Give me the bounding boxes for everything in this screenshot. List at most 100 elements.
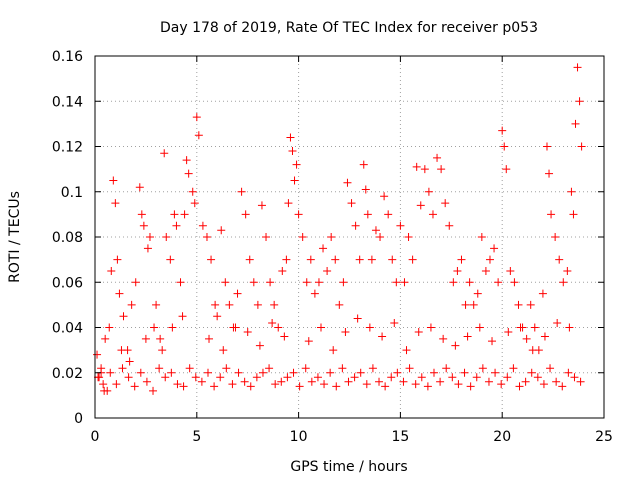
- data-point: [522, 334, 531, 343]
- data-point: [351, 221, 360, 230]
- data-point: [367, 255, 376, 264]
- data-point: [484, 377, 493, 386]
- y-axis-label: ROTI / TECUs: [7, 191, 23, 283]
- data-point: [335, 300, 344, 309]
- data-point: [286, 133, 295, 142]
- data-point: [553, 318, 562, 327]
- data-point: [338, 364, 347, 373]
- y-tick-labels: 0 0.02 0.04 0.06 0.08 0.1 0.12 0.14 0.16: [52, 49, 83, 427]
- data-point: [241, 210, 250, 219]
- data-point: [390, 318, 399, 327]
- data-point: [411, 380, 420, 389]
- data-point: [194, 131, 203, 140]
- data-point: [356, 368, 365, 377]
- data-point: [448, 373, 457, 382]
- y-tick-label: 0.12: [52, 140, 83, 156]
- data-point: [207, 255, 216, 264]
- data-point: [265, 364, 274, 373]
- data-point: [190, 199, 199, 208]
- data-point: [130, 382, 139, 391]
- y-tick-label: 0: [74, 411, 83, 427]
- data-point: [145, 233, 154, 241]
- data-point: [106, 368, 115, 377]
- data-point: [288, 147, 297, 156]
- axis-ticks: [94, 55, 605, 419]
- data-point: [339, 278, 348, 287]
- data-point: [284, 199, 293, 208]
- data-point: [565, 323, 574, 332]
- x-axis-label: GPS time / hours: [290, 459, 407, 475]
- data-point: [211, 300, 220, 309]
- data-point: [216, 373, 225, 382]
- data-point: [302, 278, 311, 287]
- data-point: [573, 63, 582, 72]
- data-point: [396, 221, 405, 230]
- data-point: [457, 255, 466, 264]
- data-point: [258, 368, 267, 377]
- data-point: [119, 312, 128, 321]
- data-point: [387, 373, 396, 382]
- data-point: [257, 201, 266, 210]
- data-point: [472, 373, 481, 382]
- data-point: [107, 266, 116, 275]
- data-point: [355, 255, 364, 264]
- data-point: [237, 187, 246, 196]
- data-point: [290, 176, 299, 185]
- data-point: [362, 380, 371, 389]
- data-point: [304, 337, 313, 346]
- data-point: [504, 328, 513, 337]
- data-point: [231, 323, 240, 332]
- data-point: [454, 380, 463, 389]
- data-point: [228, 380, 237, 389]
- data-point: [353, 314, 362, 323]
- data-point: [320, 380, 329, 389]
- data-point: [408, 255, 417, 264]
- data-point: [510, 278, 519, 287]
- data-point: [347, 199, 356, 208]
- data-point: [437, 165, 446, 174]
- data-point: [179, 382, 188, 391]
- data-point: [109, 176, 118, 185]
- data-point: [558, 382, 567, 391]
- data-point: [294, 210, 303, 219]
- data-point: [441, 199, 450, 208]
- data-point: [564, 368, 573, 377]
- data-point: [400, 278, 409, 287]
- data-point: [577, 142, 586, 151]
- data-point: [405, 364, 414, 373]
- data-point: [219, 346, 228, 355]
- data-point: [93, 350, 102, 359]
- data-point: [436, 377, 445, 386]
- data-points: [93, 63, 586, 395]
- data-point: [319, 244, 328, 253]
- data-point: [545, 169, 554, 178]
- data-point: [527, 368, 536, 377]
- data-point: [329, 346, 338, 355]
- data-point: [461, 300, 470, 309]
- data-point: [388, 255, 397, 264]
- data-point: [292, 160, 301, 169]
- data-point: [478, 364, 487, 373]
- data-point: [271, 380, 280, 389]
- data-point: [198, 221, 207, 230]
- data-point: [135, 183, 144, 192]
- data-point: [551, 233, 560, 241]
- x-tick-label: 0: [91, 429, 100, 445]
- data-point: [547, 210, 556, 219]
- data-point: [323, 266, 332, 275]
- data-point: [266, 278, 275, 287]
- data-point: [341, 328, 350, 337]
- data-point: [176, 278, 185, 287]
- data-point: [466, 382, 475, 391]
- data-point: [538, 289, 547, 298]
- data-point: [420, 165, 429, 174]
- data-point: [392, 278, 401, 287]
- y-tick-label: 0.04: [52, 321, 83, 337]
- data-point: [178, 312, 187, 321]
- data-point: [404, 233, 413, 241]
- data-point: [316, 323, 325, 332]
- y-tick-label: 0.14: [52, 94, 83, 110]
- data-point: [331, 255, 340, 264]
- data-point: [533, 373, 542, 382]
- x-tick-label: 5: [192, 429, 201, 445]
